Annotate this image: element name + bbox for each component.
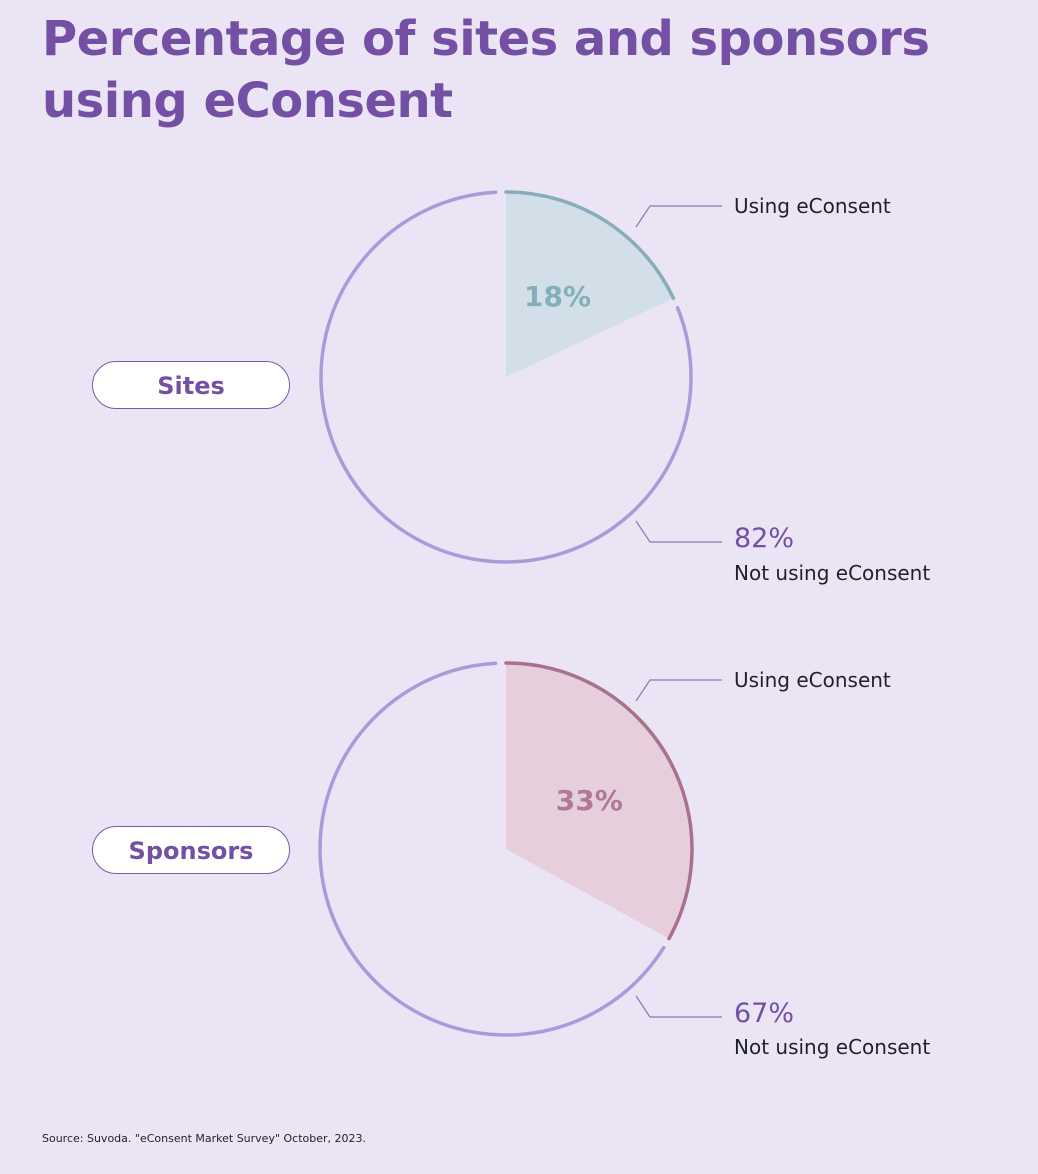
sites-group-label: Sites	[92, 361, 290, 409]
sites-using-leader-line	[635, 205, 722, 228]
sponsors-group-label: Sponsors	[92, 826, 290, 874]
sites-not-using-label: Not using eConsent	[734, 561, 930, 585]
sponsors-using-arc	[504, 661, 694, 941]
sites-not-using-leader-line	[635, 520, 722, 543]
sponsors-using-slice	[506, 663, 692, 939]
sites-not-using-percent: 82%	[734, 523, 794, 554]
sites-using-slice	[506, 192, 674, 377]
sites-using-label: Using eConsent	[734, 194, 891, 218]
sponsors-using-percent: 33%	[556, 784, 623, 817]
sponsors-pie-chart: 33% Using eConsent 67% Not using eConsen…	[318, 661, 930, 1059]
page-title: Percentage of sites and sponsors using e…	[42, 11, 930, 129]
sponsors-using-label: Using eConsent	[734, 668, 891, 692]
sponsors-not-using-leader-line	[635, 995, 722, 1018]
sponsors-not-using-percent: 67%	[734, 998, 794, 1029]
sites-using-arc	[504, 190, 676, 300]
sponsors-not-using-arc	[318, 661, 666, 1037]
sites-not-using-arc	[319, 190, 693, 564]
source-note: Source: Suvoda. "eConsent Market Survey"…	[42, 1132, 367, 1145]
sites-pie-chart: 18% Using eConsent 82% Not using eConsen…	[319, 190, 930, 585]
sponsors-using-leader-line	[635, 679, 722, 702]
sponsors-not-using-label: Not using eConsent	[734, 1035, 930, 1059]
sites-using-percent: 18%	[524, 280, 591, 313]
